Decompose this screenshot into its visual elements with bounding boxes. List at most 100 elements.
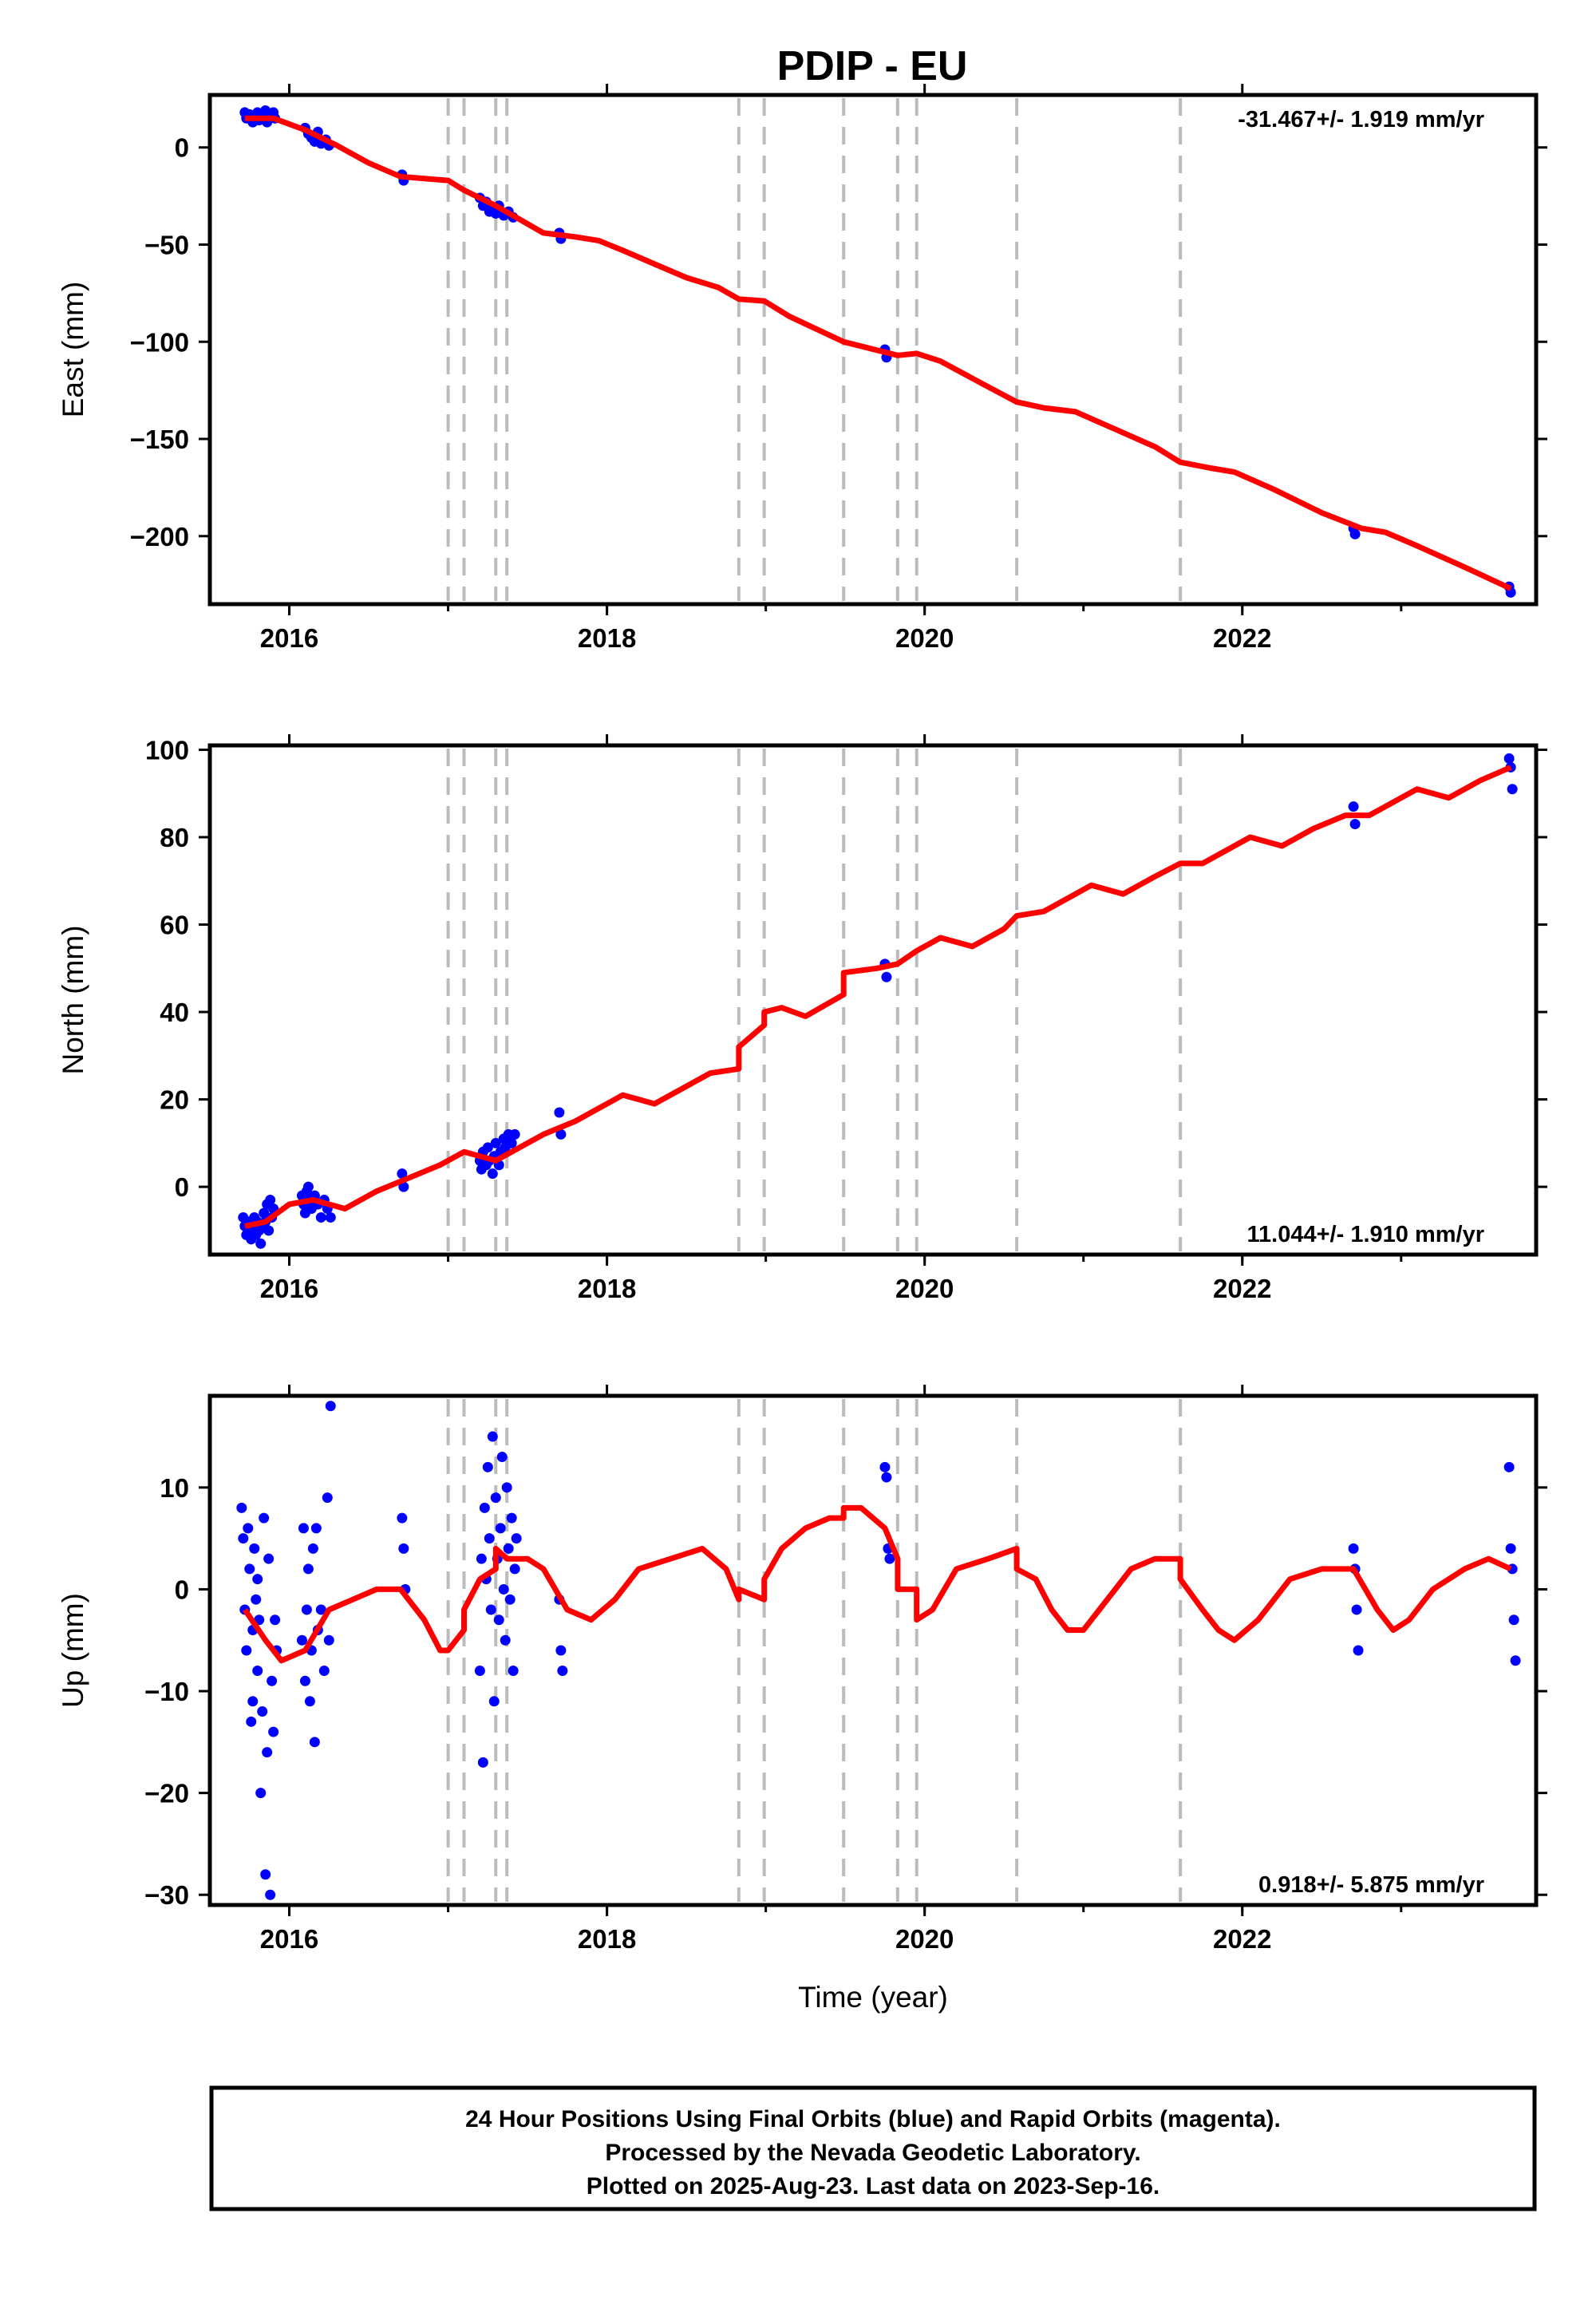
data-point — [315, 1604, 326, 1615]
y-tick-label: −150 — [130, 425, 189, 454]
y-tick-label: 80 — [160, 823, 189, 852]
data-point — [496, 1452, 508, 1463]
data-point — [487, 1431, 498, 1442]
data-point — [322, 1492, 333, 1504]
data-point — [511, 1533, 522, 1544]
data-point — [397, 1168, 408, 1180]
data-point — [495, 1523, 506, 1534]
data-point — [1503, 753, 1515, 764]
data-point — [255, 1238, 267, 1249]
y-tick-label: 20 — [160, 1085, 189, 1115]
y-tick-label: 40 — [160, 998, 189, 1027]
data-point — [259, 1207, 270, 1219]
x-tick-label: 2022 — [1213, 623, 1271, 653]
footer-box: 24 Hour Positions Using Final Orbits (bl… — [209, 2085, 1537, 2211]
data-point — [1507, 784, 1518, 795]
data-point — [246, 1716, 257, 1727]
y-tick-label: 0 — [175, 1172, 189, 1202]
data-point — [1349, 819, 1361, 830]
data-point — [555, 1645, 567, 1656]
data-point — [265, 1889, 276, 1900]
east-panel: 2016 2018 2020 2022 0 −50 −100 −150 −200 East (mm… — [57, 84, 1547, 653]
data-point — [267, 1675, 278, 1686]
data-point — [477, 1757, 488, 1768]
data-point — [1505, 1543, 1516, 1554]
data-point — [498, 1583, 509, 1595]
y-tick-label: −200 — [130, 522, 189, 551]
data-point — [236, 1502, 247, 1513]
y-tick-label: −100 — [130, 327, 189, 357]
model-line — [242, 1504, 1512, 1664]
x-tick-label: 2020 — [895, 623, 954, 653]
x-tick-label: 2018 — [578, 1924, 636, 1954]
x-tick-label: 2018 — [578, 623, 636, 653]
data-point — [490, 1137, 501, 1148]
data-point — [484, 1533, 495, 1544]
y-tick-label: 60 — [160, 911, 189, 940]
data-point — [509, 1128, 520, 1140]
data-point — [1348, 801, 1359, 812]
up-axis-label: Up (mm) — [57, 1593, 89, 1708]
data-point — [252, 1666, 263, 1677]
footer-line-1: 24 Hour Positions Using Final Orbits (bl… — [465, 2106, 1281, 2132]
data-point — [490, 1492, 501, 1504]
data-point — [252, 1574, 263, 1585]
y-tick-label: −10 — [144, 1677, 189, 1706]
model-line — [244, 115, 1512, 591]
data-point — [249, 1543, 260, 1554]
data-point — [487, 1168, 498, 1180]
data-point — [298, 1523, 309, 1534]
x-tick-label: 2016 — [260, 623, 318, 653]
x-tick-label: 2016 — [260, 1924, 318, 1954]
data-point — [270, 1614, 281, 1626]
data-point — [255, 1788, 267, 1799]
chart-title: PDIP - EU — [777, 43, 968, 89]
data-point — [884, 1553, 895, 1564]
y-tick-label: −30 — [144, 1880, 189, 1910]
data-point — [260, 1869, 271, 1880]
data-point — [488, 1696, 500, 1707]
data-point — [304, 1696, 315, 1707]
data-point — [554, 1107, 565, 1118]
data-point — [501, 1482, 512, 1493]
data-point — [302, 1181, 314, 1192]
data-point — [485, 1604, 496, 1615]
data-point — [243, 1523, 254, 1534]
east-axis-label: East (mm) — [57, 282, 89, 418]
footer-line-2: Processed by the Nevada Geodetic Laborat… — [605, 2140, 1140, 2166]
footer-line-3: Plotted on 2025-Aug-23. Last data on 202… — [587, 2173, 1160, 2199]
data-point — [318, 1666, 330, 1677]
data-point — [500, 1634, 511, 1646]
data-point — [482, 1461, 493, 1472]
data-point — [1510, 1655, 1521, 1666]
data-point — [238, 1533, 249, 1544]
data-point — [323, 1634, 334, 1646]
data-point — [325, 1211, 336, 1223]
x-tick-label: 2016 — [260, 1274, 318, 1303]
data-point — [307, 1543, 318, 1554]
y-tick-label: −50 — [144, 231, 189, 260]
data-point — [879, 1461, 891, 1472]
data-point — [490, 208, 501, 219]
data-point — [474, 1666, 485, 1677]
data-point — [1349, 528, 1361, 539]
x-axis-label: Time (year) — [798, 1981, 948, 2014]
data-point — [506, 1512, 517, 1524]
data-point — [315, 1211, 326, 1223]
data-point — [302, 1563, 314, 1575]
data-point — [1348, 1543, 1359, 1554]
data-point — [309, 1737, 320, 1748]
data-point — [479, 1502, 490, 1513]
x-tick-label: 2022 — [1213, 1274, 1271, 1303]
data-point — [268, 1726, 279, 1737]
data-point — [504, 1594, 516, 1605]
plot-area — [238, 753, 1518, 1249]
data-point — [397, 1512, 408, 1524]
data-point — [555, 1128, 567, 1140]
east-rate-text: -31.467+/- 1.919 mm/yr — [1238, 107, 1484, 132]
data-point — [241, 1645, 252, 1656]
data-point — [508, 1666, 519, 1677]
data-point — [398, 1543, 409, 1554]
data-point — [398, 1181, 409, 1192]
data-point — [325, 1401, 336, 1412]
